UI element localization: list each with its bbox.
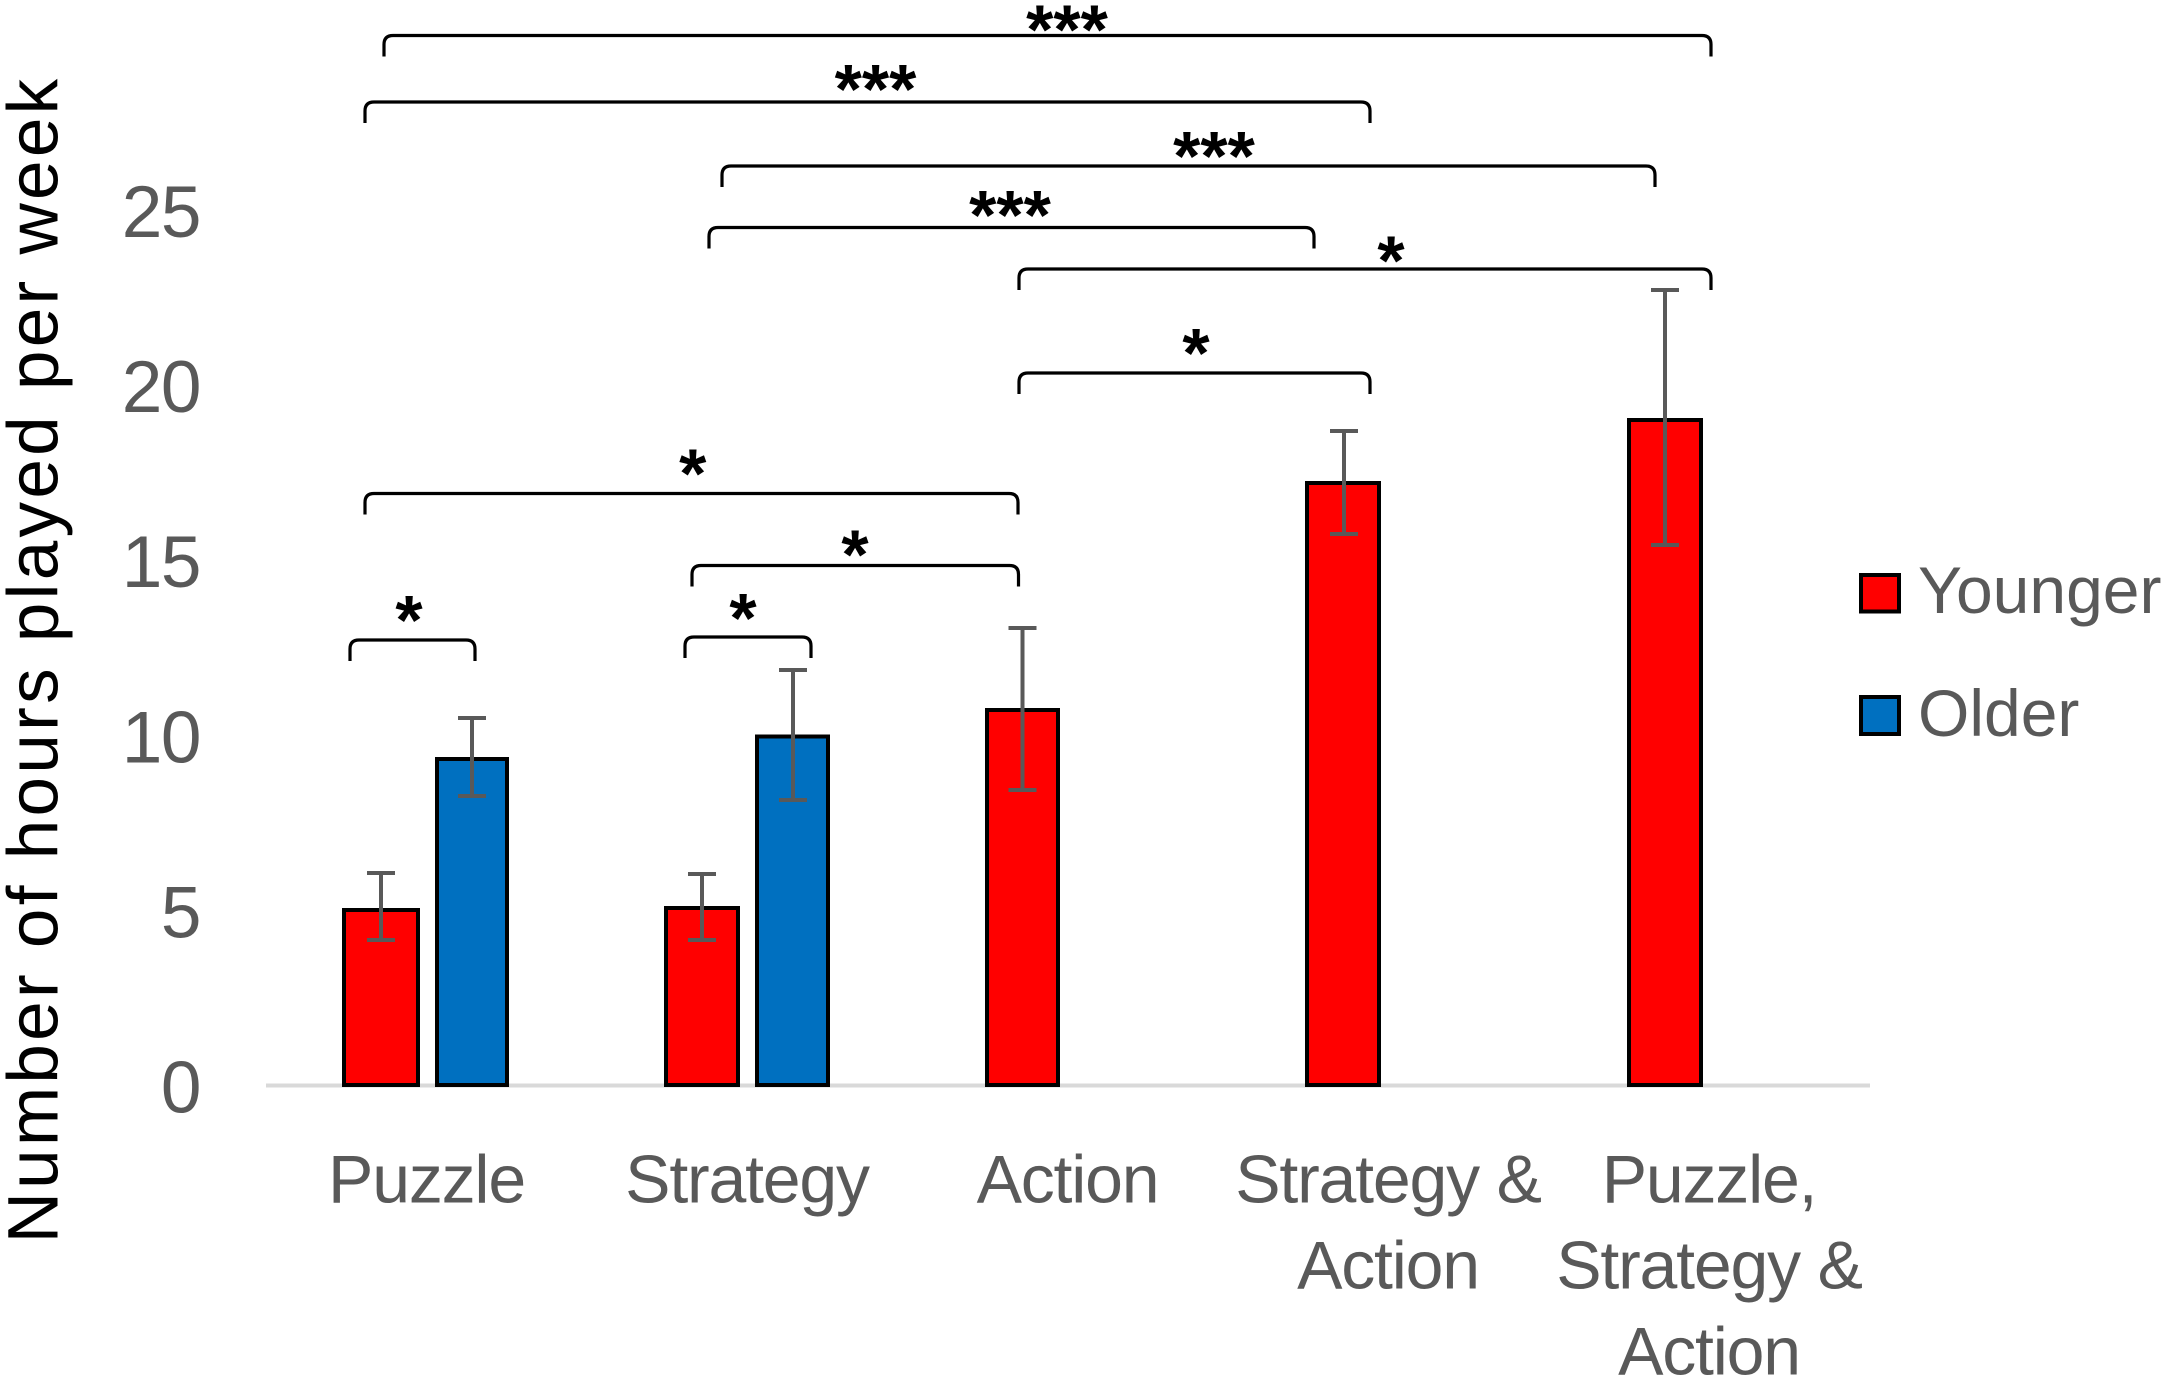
- svg-text:*: *: [1377, 221, 1405, 299]
- svg-text:Strategy &: Strategy &: [1235, 1142, 1541, 1218]
- svg-text:25: 25: [122, 172, 200, 253]
- svg-text:*: *: [679, 434, 707, 512]
- svg-text:Older: Older: [1918, 676, 2079, 750]
- svg-text:***: ***: [969, 176, 1051, 254]
- svg-text:Action: Action: [1618, 1314, 1800, 1381]
- svg-text:*: *: [1182, 314, 1210, 392]
- svg-text:***: ***: [1173, 117, 1255, 195]
- svg-text:Action: Action: [1297, 1228, 1479, 1304]
- svg-text:Strategy &: Strategy &: [1556, 1228, 1862, 1304]
- svg-text:Younger: Younger: [1918, 553, 2161, 627]
- svg-text:Puzzle,: Puzzle,: [1602, 1142, 1817, 1218]
- svg-text:*: *: [395, 581, 423, 659]
- svg-text:0: 0: [161, 1048, 200, 1129]
- svg-text:15: 15: [122, 522, 200, 603]
- svg-text:Action: Action: [977, 1142, 1159, 1218]
- svg-text:Puzzle: Puzzle: [328, 1142, 525, 1218]
- svg-text:20: 20: [122, 347, 200, 428]
- svg-text:***: ***: [835, 50, 917, 128]
- svg-text:5: 5: [161, 872, 200, 953]
- svg-text:***: ***: [1026, 0, 1108, 68]
- svg-text:Number of hours played per wee: Number of hours played per week: [0, 76, 74, 1244]
- svg-text:Strategy: Strategy: [625, 1142, 870, 1218]
- svg-text:*: *: [841, 515, 869, 593]
- svg-text:*: *: [729, 579, 757, 657]
- svg-text:10: 10: [122, 697, 200, 778]
